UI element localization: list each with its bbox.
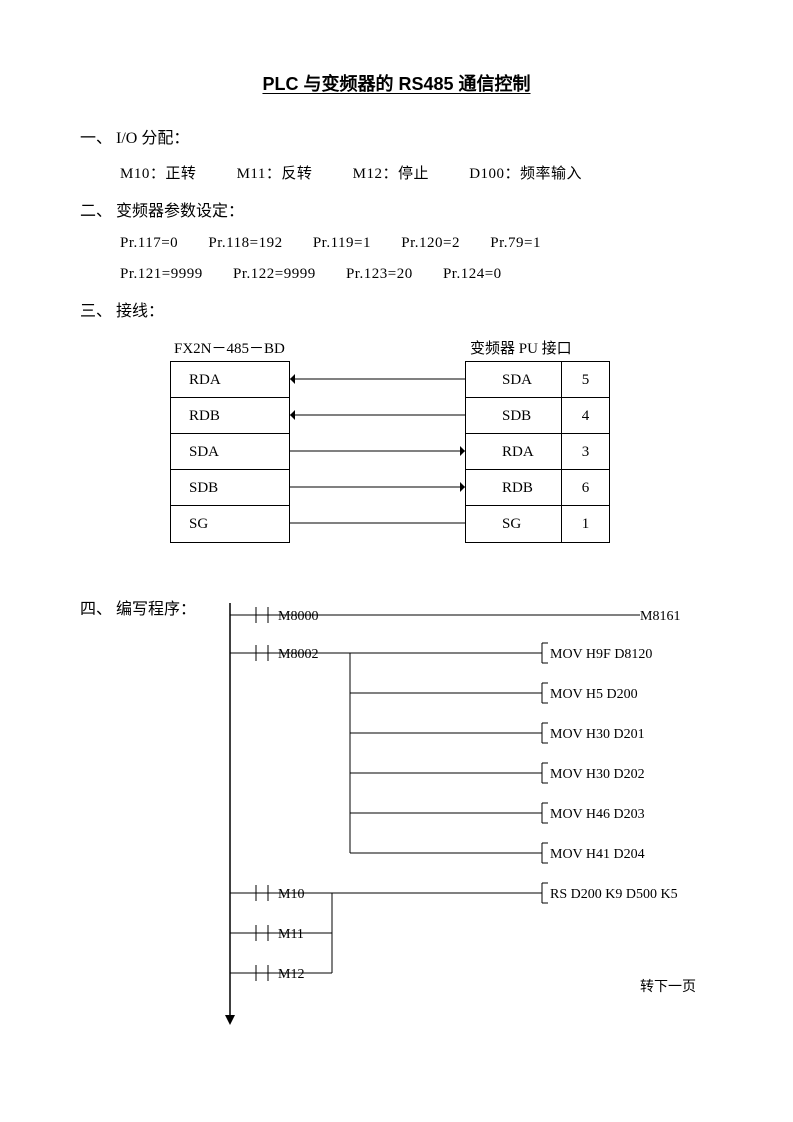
svg-text:MOV H30 D202: MOV H30 D202 (550, 767, 645, 782)
svg-text:MOV H30 D201: MOV H30 D201 (550, 727, 645, 742)
wiring-lines (170, 335, 690, 575)
pr-item: Pr.120=2 (401, 235, 460, 251)
io-item: D100：频率输入 (469, 166, 582, 182)
svg-text:M12: M12 (278, 967, 304, 982)
svg-text:MOV H5 D200: MOV H5 D200 (550, 687, 638, 702)
svg-text:MOV H9F D8120: MOV H9F D8120 (550, 647, 652, 662)
pr-item: Pr.123=20 (346, 266, 413, 282)
pr-row-1: Pr.117=0 Pr.118=192 Pr.119=1 Pr.120=2 Pr… (120, 235, 713, 252)
pr-item: Pr.79=1 (490, 235, 541, 251)
svg-text:M8002: M8002 (278, 647, 318, 662)
ladder-section: 四、 编写程序： M8000 M8161 M8002 MOV H9F D8120 MOV… (80, 595, 713, 1035)
svg-text:RS D200 K9 D500 K5: RS D200 K9 D500 K5 (550, 887, 678, 902)
pr-item: Pr.121=9999 (120, 266, 203, 282)
svg-text:MOV H46 D203: MOV H46 D203 (550, 807, 645, 822)
pr-item: Pr.117=0 (120, 235, 178, 251)
svg-text:MOV H41 D204: MOV H41 D204 (550, 847, 645, 862)
pr-item: Pr.122=9999 (233, 266, 316, 282)
svg-text:M10: M10 (278, 887, 304, 902)
wiring-diagram: FX2N－485－BD 变频器 PU 接口 RDA RDB SDA SDB SG… (170, 335, 690, 575)
pr-item: Pr.119=1 (313, 235, 371, 251)
section2-heading: 二、 变频器参数设定： (80, 197, 713, 221)
section1-heading: 一、 I/O 分配： (80, 124, 713, 148)
pr-item: Pr.124=0 (443, 266, 502, 282)
svg-text:M8000: M8000 (278, 609, 318, 624)
io-row: M10：正转 M11：反转 M12：停止 D100：频率输入 (120, 162, 713, 183)
pr-item: Pr.118=192 (208, 235, 282, 251)
page-title: PLC 与变频器的 RS485 通信控制 (80, 70, 713, 96)
svg-text:M11: M11 (278, 927, 304, 942)
svg-text:M8161: M8161 (640, 609, 680, 624)
pr-row-2: Pr.121=9999 Pr.122=9999 Pr.123=20 Pr.124… (120, 266, 713, 283)
io-item: M11：反转 (237, 166, 313, 182)
ladder-diagram: M8000 M8161 M8002 MOV H9F D8120 MOV H5 D200 M… (210, 595, 740, 1035)
svg-text:转下一页: 转下一页 (640, 979, 696, 995)
section3-heading: 三、 接线： (80, 297, 713, 321)
io-item: M10：正转 (120, 166, 196, 182)
section4-heading: 四、 编写程序： (80, 595, 196, 619)
io-item: M12：停止 (353, 166, 429, 182)
